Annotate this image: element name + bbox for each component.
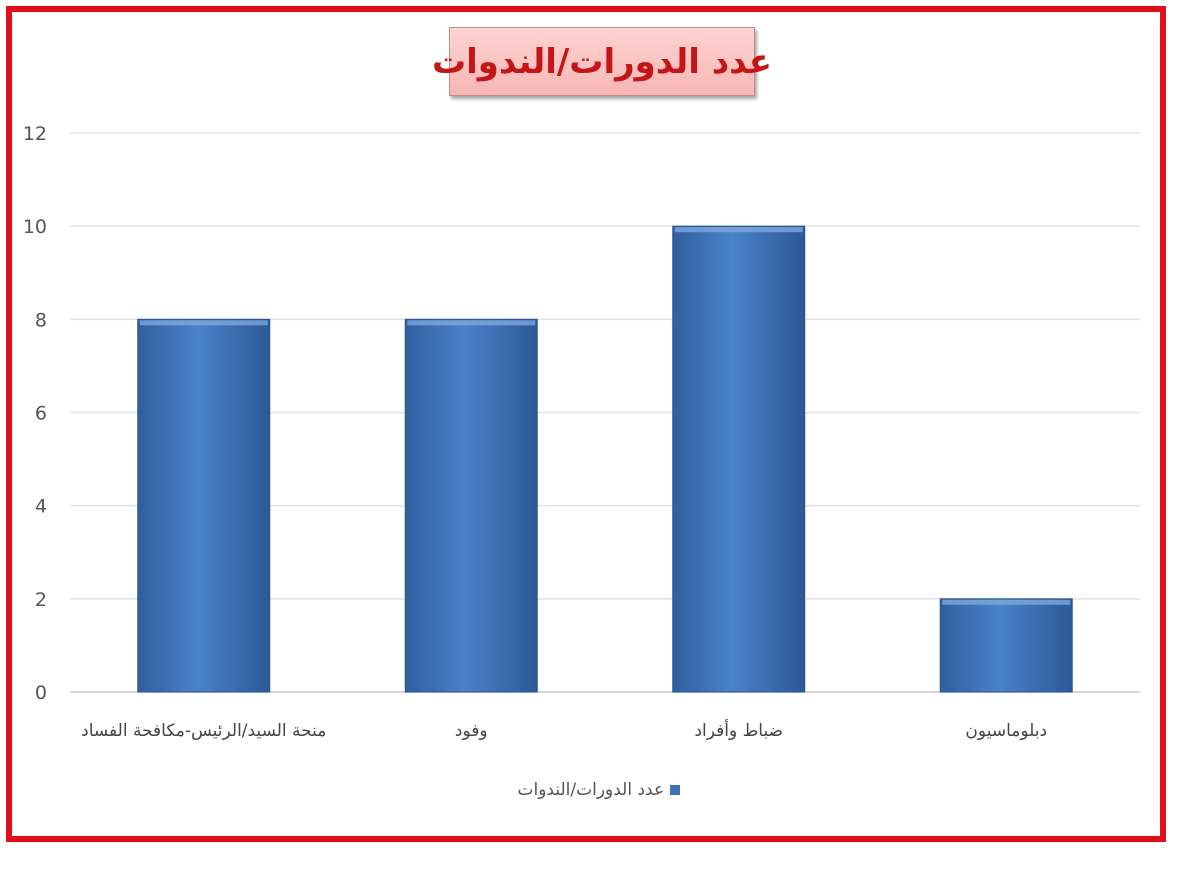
legend-swatch bbox=[669, 785, 680, 795]
chart-title: عدد الدورات/الندوات bbox=[431, 41, 773, 82]
bar-highlight bbox=[674, 227, 803, 233]
bars bbox=[137, 225, 1073, 693]
bar-highlight bbox=[407, 320, 536, 326]
y-tick-label: 10 bbox=[23, 216, 47, 238]
x-tick-label: منحة السيد/الرئيس-مكافحة الفساد bbox=[81, 721, 326, 741]
x-tick-label: ضباط وأفراد bbox=[694, 719, 783, 741]
y-tick-label: 12 bbox=[23, 123, 47, 145]
x-tick-label: دبلوماسيون bbox=[965, 721, 1047, 741]
y-tick-label: 0 bbox=[35, 682, 47, 704]
bar bbox=[404, 318, 538, 693]
bar bbox=[672, 225, 806, 693]
x-axis-ticks: منحة السيد/الرئيس-مكافحة الفساد وفود ضباط … bbox=[81, 719, 1047, 741]
chart-title-box: عدد الدورات/الندوات bbox=[432, 27, 772, 96]
legend-label: عدد الدورات/الندوات bbox=[517, 780, 665, 800]
y-tick-label: 4 bbox=[35, 496, 47, 518]
legend: عدد الدورات/الندوات bbox=[440, 780, 760, 800]
bar bbox=[939, 598, 1073, 693]
y-axis-ticks: 0 2 4 6 8 10 12 bbox=[23, 123, 47, 704]
bar-highlight bbox=[942, 599, 1071, 605]
y-tick-label: 2 bbox=[35, 589, 47, 611]
y-tick-label: 6 bbox=[35, 403, 47, 425]
x-tick-label: وفود bbox=[455, 721, 488, 741]
bar-highlight bbox=[139, 320, 268, 326]
y-tick-label: 8 bbox=[35, 309, 47, 331]
bar bbox=[137, 318, 271, 693]
